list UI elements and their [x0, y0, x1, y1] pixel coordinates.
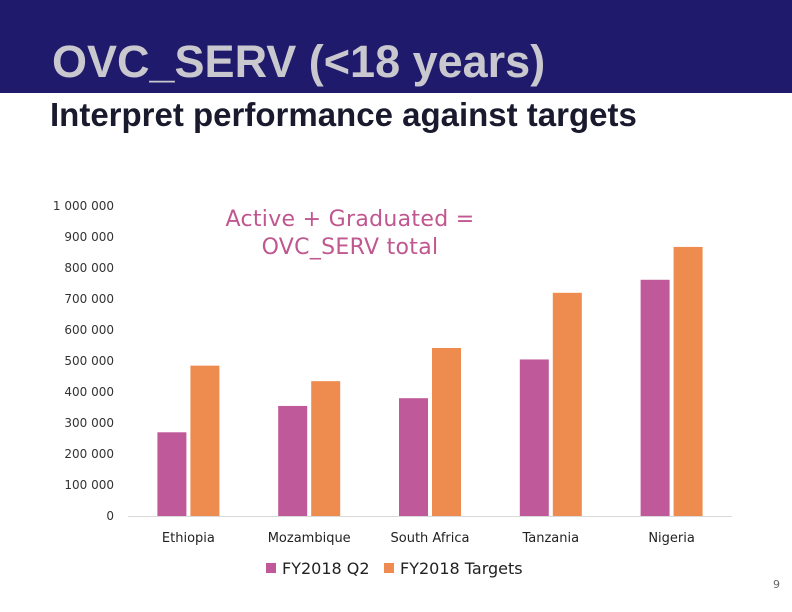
- y-tick-label: 800 000: [64, 261, 114, 275]
- bar-q2-ethiopia: [157, 432, 187, 516]
- bar-target-ethiopia: [190, 365, 220, 516]
- y-tick-label: 1 000 000: [53, 199, 114, 213]
- title-bar: OVC_SERV (<18 years): [0, 0, 792, 93]
- bar-q2-south-africa: [399, 398, 428, 516]
- y-tick-label: 0: [106, 509, 114, 523]
- y-tick-label: 600 000: [64, 323, 114, 337]
- bar-q2-mozambique: [278, 405, 308, 516]
- bar-target-mozambique: [311, 381, 341, 516]
- y-tick-label: 500 000: [64, 354, 114, 368]
- x-tick-label: Ethiopia: [162, 531, 215, 546]
- bar-q2-nigeria: [640, 279, 670, 516]
- y-tick-label: 100 000: [64, 478, 114, 492]
- page-number: 9: [773, 578, 780, 591]
- legend-swatch-q2: [266, 563, 276, 573]
- slide-subtitle: Interpret performance against targets: [50, 96, 637, 133]
- bar-target-tanzania: [552, 292, 582, 516]
- legend-swatch-targets: [384, 563, 394, 573]
- y-tick-label: 900 000: [64, 230, 114, 244]
- bar-q2-tanzania: [519, 359, 549, 516]
- chart-annotation: Active + Graduated = OVC_SERV total: [225, 207, 475, 260]
- y-tick-label: 400 000: [64, 385, 114, 399]
- slide-title: OVC_SERV (<18 years): [52, 36, 546, 87]
- x-tick-label: Mozambique: [268, 531, 351, 546]
- x-tick-label: South Africa: [391, 531, 470, 546]
- y-tick-label: 700 000: [64, 292, 114, 306]
- y-tick-label: 200 000: [64, 447, 114, 461]
- bar-target-nigeria: [673, 246, 703, 517]
- x-tick-label: Tanzania: [521, 531, 579, 546]
- legend-label: FY2018 Targets: [400, 559, 523, 578]
- x-tick-label: Nigeria: [648, 531, 695, 546]
- y-tick-label: 300 000: [64, 416, 114, 430]
- bar-target-south-africa: [432, 347, 461, 516]
- legend-label: FY2018 Q2: [282, 559, 370, 578]
